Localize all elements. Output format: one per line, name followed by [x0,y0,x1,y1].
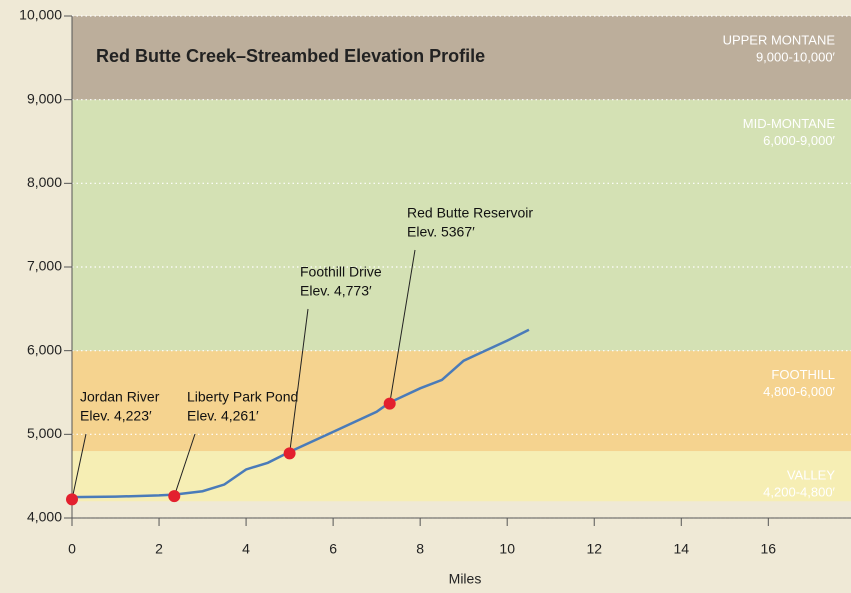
chart-title: Red Butte Creek–Streambed Elevation Prof… [96,46,485,66]
y-tick-label: 7,000 [27,258,62,274]
point-label: Elev. 4,223′ [80,408,152,424]
point-label: Elev. 5367′ [407,224,475,240]
plot-area: VALLEY 4,200-4,800′ FOOTHILL 4,800-6,000′ MI… [72,16,851,501]
x-tick-label: 8 [416,541,424,557]
y-tick-label: 10,000 [19,7,62,23]
point-name: Jordan River [80,389,160,405]
zone-name: UPPER MONTANE [723,32,836,47]
x-tick-label: 0 [68,541,76,557]
page: {"chart_data": {"type": "line", "title":… [0,0,851,593]
y-tick-label: 8,000 [27,174,62,190]
x-tick-label: 10 [499,541,515,557]
y-tick-label: 9,000 [27,90,62,106]
point-label: Elev. 4,773′ [300,283,372,299]
zone-name: MID-MONTANE [743,116,836,131]
zone-range: 4,200-4,800′ [763,485,835,500]
point [284,447,296,459]
zone-range: 9,000-10,000′ [756,49,836,64]
point [384,398,396,410]
y-tick-label: 6,000 [27,341,62,357]
point-name: Red Butte Reservoir [407,205,533,221]
point [168,490,180,502]
x-tick-label: 4 [242,541,250,557]
x-axis-label: Miles [449,571,482,587]
zone-range: 6,000-9,000′ [763,133,835,148]
zone-range: 4,800-6,000′ [763,384,835,399]
y-tick-label: 4,000 [27,509,62,525]
chart: VALLEY 4,200-4,800′ FOOTHILL 4,800-6,000′ MI… [0,0,851,593]
point [66,493,78,505]
x-tick-label: 12 [586,541,602,557]
point-name: Foothill Drive [300,264,382,280]
point-label: Elev. 4,261′ [187,408,259,424]
x-tick-label: 14 [673,541,689,557]
x-tick-label: 6 [329,541,337,557]
zone-name: FOOTHILL [771,367,835,382]
x-tick-label: 2 [155,541,163,557]
x-tick-label: 16 [761,541,777,557]
y-tick-label: 5,000 [27,425,62,441]
point-name: Liberty Park Pond [187,389,298,405]
zone-name: VALLEY [787,468,836,483]
